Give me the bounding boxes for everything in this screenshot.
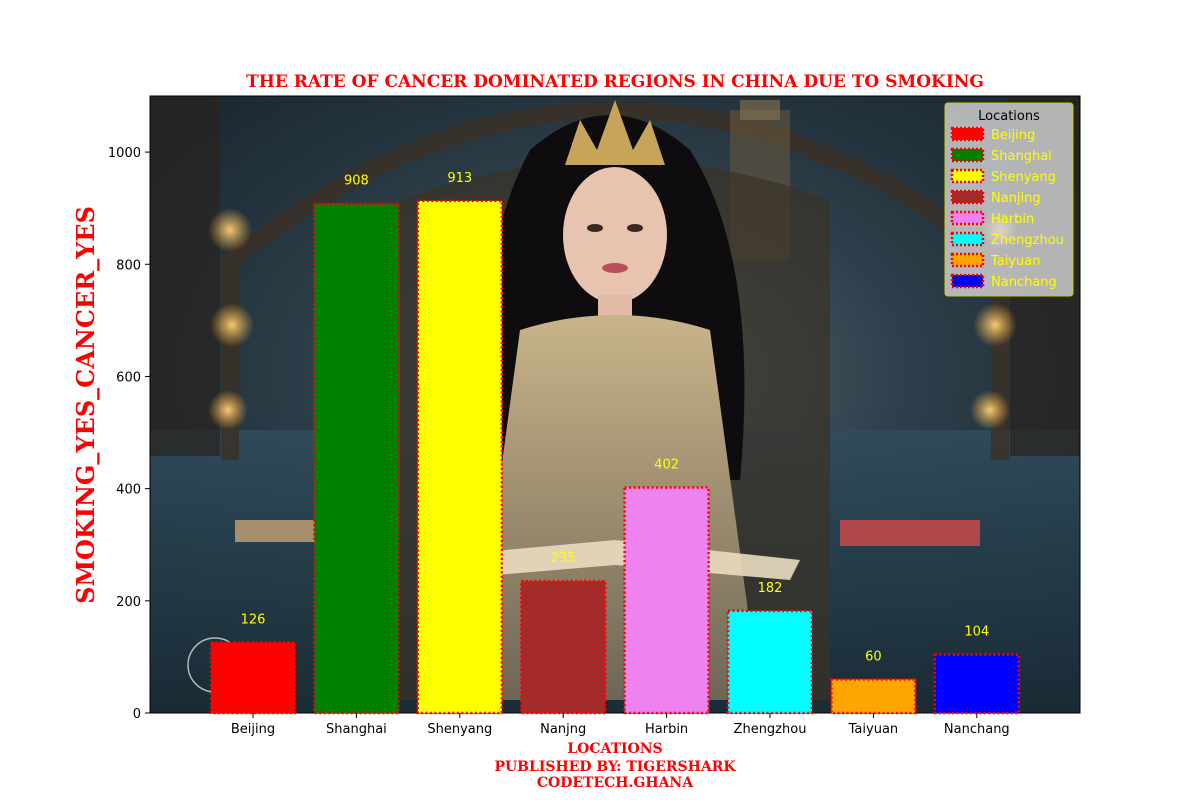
y-tick-label: 0 (133, 707, 141, 722)
legend-swatch-shanghai (950, 147, 985, 163)
bar-zhengzhou (726, 609, 814, 715)
bar-shenyang (416, 199, 504, 715)
legend-entries: Beijing Shanghai Shenyang Nanjing Harbin Zhen… (950, 126, 1064, 290)
x-tick-label-shanghai: Shanghai (326, 722, 387, 737)
x-tick-label-harbin: Harbin (645, 722, 688, 737)
background-image (150, 96, 1080, 713)
bar-beijing (209, 641, 297, 715)
y-tick-label: 1000 (108, 146, 141, 161)
legend-label-zhengzhou: Zhengzhou (991, 233, 1064, 248)
legend-label-nanchang: Nanchang (991, 275, 1057, 290)
x-tick-label-shenyang: Shenyang (427, 722, 492, 737)
legend-label-shanghai: Shanghai (991, 149, 1052, 164)
bar-nanjng (519, 579, 607, 715)
x-axis-label-publisher: PUBLISHED BY: TIGERSHARK (494, 759, 736, 775)
plot-area-frame (149, 95, 1081, 714)
x-axis-label: LOCATIONS (567, 741, 662, 757)
data-label-shenyang: 913 (447, 171, 472, 186)
legend-swatch-taiyuan (950, 252, 985, 268)
data-labels-group: 126 908 913 235 402 182 60 104 (241, 171, 990, 664)
y-axis-label: SMOKING_YES_CANCER_YES (71, 206, 100, 604)
legend-swatch-beijing (950, 126, 985, 142)
legend-label-shenyang: Shenyang (991, 170, 1056, 185)
legend-swatch-harbin (950, 210, 985, 226)
x-tick-label-taiyuan: Taiyuan (848, 722, 899, 737)
x-tick-label-nanchang: Nanchang (944, 722, 1010, 737)
y-axis-ticks: 0 200 400 600 800 1000 (108, 146, 150, 722)
data-label-nanjng: 235 (551, 551, 576, 566)
legend-label-beijing: Beijing (991, 128, 1035, 143)
y-tick-label: 800 (116, 258, 141, 273)
bars-group (209, 199, 1021, 715)
legend-swatch-shenyang (950, 168, 985, 184)
bar-harbin (623, 486, 710, 715)
legend-swatch-nanjing (950, 189, 985, 205)
x-tick-label-nanjng: Nanjng (540, 722, 586, 737)
legend-title: Locations (978, 109, 1040, 124)
legend: Locations Beijing Shanghai Shenyang Nanjing… (944, 102, 1074, 297)
x-tick-label-beijing: Beijing (231, 722, 275, 737)
data-label-beijing: 126 (241, 612, 266, 627)
data-label-shanghai: 908 (344, 174, 369, 189)
y-tick-label: 400 (116, 483, 141, 498)
legend-label-taiyuan: Taiyuan (990, 254, 1041, 269)
x-tick-label-zhengzhou: Zhengzhou (734, 722, 807, 737)
data-label-nanchang: 104 (964, 625, 989, 640)
bar-shanghai (313, 202, 400, 715)
legend-swatch-zhengzhou (950, 231, 985, 247)
x-axis-label-org: CODETECH.GHANA (537, 775, 694, 791)
data-label-taiyuan: 60 (865, 649, 882, 664)
bar-taiyuan (830, 678, 917, 715)
data-label-harbin: 402 (654, 458, 679, 473)
legend-label-nanjing: Nanjing (991, 191, 1041, 206)
legend-swatch-nanchang (950, 273, 985, 289)
x-axis-ticks: Beijing Shanghai Shenyang Nanjng Harbin Zheng… (231, 713, 1010, 737)
bar-nanchang (933, 653, 1021, 715)
chart-title: THE RATE OF CANCER DOMINATED REGIONS IN … (246, 72, 984, 92)
y-tick-label: 600 (116, 370, 141, 385)
data-label-zhengzhou: 182 (758, 581, 783, 596)
legend-label-harbin: Harbin (991, 212, 1034, 227)
y-tick-label: 200 (116, 595, 141, 610)
